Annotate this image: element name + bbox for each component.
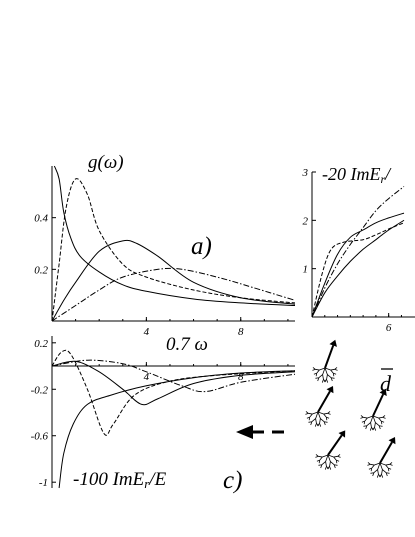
dipole-molecules	[305, 339, 396, 478]
svg-text:d: d	[380, 371, 392, 396]
panel-b-x-ticks: 6	[311, 313, 402, 334]
dipole-molecule-icon	[360, 388, 387, 431]
y-tick-label: -0.2	[31, 384, 49, 396]
y-tick-label: -0.6	[31, 431, 49, 443]
panel-c-y-ticks: 0.2 -0.2 -0.6 -1	[31, 338, 56, 489]
x-tick-label: 6	[386, 322, 392, 334]
dipole-molecule-icon	[315, 430, 346, 470]
x-tick-label: 8	[238, 371, 244, 383]
y-tick-label: 1	[303, 264, 309, 276]
series-2-line	[51, 239, 296, 322]
y-tick-label: 0.2	[34, 338, 48, 350]
y-tick-label: 0.2	[34, 264, 48, 276]
panel-a-label: a)	[191, 233, 212, 260]
dipole-molecule-icon	[312, 339, 338, 383]
series-0-line	[311, 219, 405, 318]
x-tick-label: 8	[238, 326, 244, 338]
panel-a: 4 8 0.2 0.4 g(ω) a) 0.7 ω	[34, 152, 296, 355]
panel-c-label: c)	[223, 467, 242, 494]
panel-c-ylabel: -100 ImEr/E	[73, 469, 167, 491]
series-2-line	[51, 360, 296, 406]
y-tick-label: 0.4	[34, 213, 48, 225]
panel-c-curves	[51, 349, 296, 489]
panel-b-curves	[311, 186, 405, 318]
series-3-line	[311, 186, 405, 318]
dipole-molecule-icon	[367, 437, 396, 478]
y-tick-label: -1	[39, 477, 48, 489]
series-1-line	[51, 178, 296, 322]
panel-a-y-ticks: 0.2 0.4	[34, 213, 56, 276]
series-2-line	[311, 222, 405, 318]
y-tick-label: 3	[302, 167, 309, 179]
panel-a-xlabel: 0.7 ω	[166, 334, 208, 355]
panel-a-curves	[51, 165, 296, 322]
panel-b: 6 1 2 3 -20 ImEr/	[302, 164, 415, 334]
panel-a-ylabel: g(ω)	[88, 152, 124, 173]
series-0-line	[58, 370, 296, 489]
y-tick-label: 2	[303, 215, 309, 227]
series-1-line	[311, 212, 405, 318]
d-bar-label: d	[380, 368, 393, 396]
panel-b-ylabel: -20 ImEr/	[322, 164, 392, 186]
series-3-line	[51, 267, 296, 322]
dipole-molecule-icon	[305, 386, 334, 427]
series-3-line	[51, 359, 296, 393]
panel-b-y-ticks: 1 2 3	[302, 167, 316, 276]
dashed-arrow-icon	[236, 425, 284, 439]
x-tick-label: 4	[144, 371, 150, 383]
series-1-line	[51, 349, 296, 436]
x-tick-label: 4	[144, 326, 150, 338]
series-0-line	[53, 165, 296, 306]
